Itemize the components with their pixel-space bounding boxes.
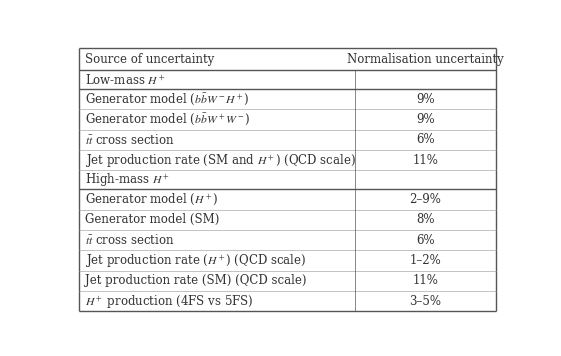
Text: 6%: 6% xyxy=(416,134,435,146)
Text: 9%: 9% xyxy=(416,93,435,106)
Text: Low-mass $H^+$: Low-mass $H^+$ xyxy=(85,73,166,87)
Text: 11%: 11% xyxy=(413,154,439,167)
Text: 2–9%: 2–9% xyxy=(410,193,442,206)
Text: $t\bar{t}$ cross section: $t\bar{t}$ cross section xyxy=(85,233,175,247)
Text: 3–5%: 3–5% xyxy=(410,295,442,308)
Text: 8%: 8% xyxy=(416,213,435,226)
Text: Source of uncertainty: Source of uncertainty xyxy=(85,53,215,66)
Text: Jet production rate (SM and $H^+$) (QCD scale): Jet production rate (SM and $H^+$) (QCD … xyxy=(85,152,356,169)
Text: $H^+$ production (4FS vs 5FS): $H^+$ production (4FS vs 5FS) xyxy=(85,293,254,310)
Text: Jet production rate ($H^+$) (QCD scale): Jet production rate ($H^+$) (QCD scale) xyxy=(85,252,307,269)
Text: Generator model ($H^+$): Generator model ($H^+$) xyxy=(85,192,219,207)
Text: 6%: 6% xyxy=(416,234,435,247)
Text: Generator model ($b\bar{b}W^+W^-$): Generator model ($b\bar{b}W^+W^-$) xyxy=(85,112,251,127)
Text: Generator model ($b\bar{b}W^-H^+$): Generator model ($b\bar{b}W^-H^+$) xyxy=(85,91,250,107)
Text: Generator model (SM): Generator model (SM) xyxy=(85,213,220,226)
Text: $t\bar{t}$ cross section: $t\bar{t}$ cross section xyxy=(85,133,175,147)
Text: 9%: 9% xyxy=(416,113,435,126)
Text: 1–2%: 1–2% xyxy=(410,254,442,267)
Text: High-mass $H^+$: High-mass $H^+$ xyxy=(85,171,171,188)
Text: Normalisation uncertainty: Normalisation uncertainty xyxy=(347,53,504,66)
Text: Jet production rate (SM) (QCD scale): Jet production rate (SM) (QCD scale) xyxy=(85,274,307,287)
Text: 11%: 11% xyxy=(413,274,439,287)
